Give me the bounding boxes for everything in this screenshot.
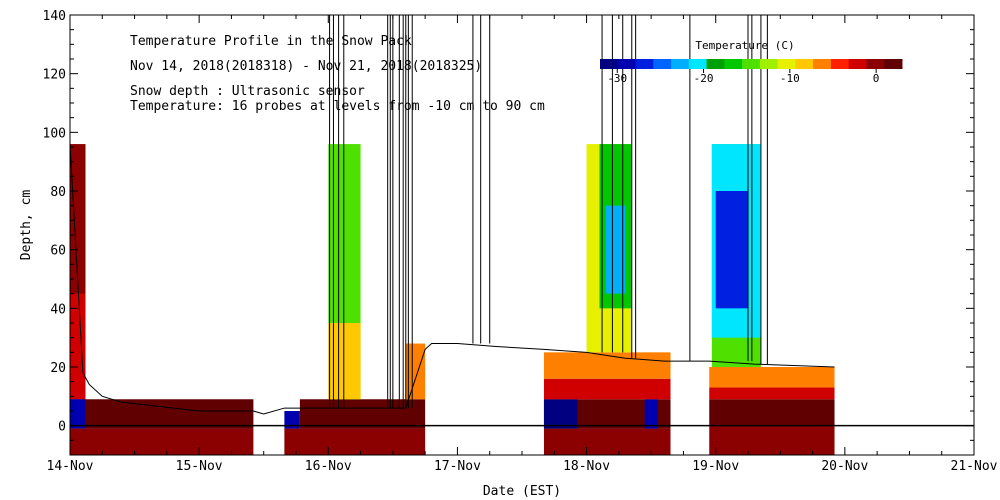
y-tick-label: 0 [58,420,66,435]
temperature-cell-14 [543,399,578,429]
temperature-cell-21 [709,425,835,455]
legend-swatch-9 [759,59,779,69]
x-tick-label: 16-Nov [305,459,352,474]
x-axis-label: Date (EST) [483,484,561,499]
legend-swatch-2 [635,59,654,69]
y-tick-label: 40 [50,302,66,317]
legend-swatch-0 [600,59,619,69]
snow-depth-line [69,144,835,415]
temperature-cell-12 [543,428,671,455]
temperature-cell-4 [70,428,254,455]
legend-tick-label: -10 [780,72,800,85]
temperature-cell-20 [605,205,626,294]
legend-tick-label: -30 [607,72,627,85]
temperature-cell-17 [543,352,671,379]
temperature-cell-16 [543,378,671,400]
legend-swatch-6 [706,59,725,69]
x-tick-label: 17-Nov [434,459,481,474]
legend-swatch-13 [830,59,850,69]
temperature-cell-15 [644,399,658,429]
y-axis-label: Depth, cm [19,190,34,261]
legend-tick-label: 0 [873,72,880,85]
x-tick-label: 20-Nov [821,459,868,474]
legend-swatch-11 [795,59,814,69]
legend-swatch-10 [777,59,796,69]
x-tick-label: 19-Nov [692,459,739,474]
chart-note-1: Snow depth : Ultrasonic sensor [130,84,365,99]
temperature-cell-24 [709,367,835,388]
chart-title: Temperature Profile in the Snow Pack [130,34,412,49]
legend-swatch-3 [653,59,672,69]
y-tick-label: 80 [50,185,66,200]
x-tick-label: 15-Nov [176,459,223,474]
snow-depth-layer [69,15,974,427]
chart-note-2: Temperature: 16 probes at levels from -1… [130,99,545,114]
legend-swatch-7 [724,59,743,69]
temperature-cell-7 [284,411,300,429]
legend-swatch-16 [884,59,903,69]
temperature-cell-11 [405,343,426,400]
y-tick-label: 60 [50,244,66,259]
x-tick-label: 14-Nov [47,459,94,474]
legend-swatch-8 [742,59,761,69]
legend-tick-label: -20 [694,72,714,85]
legend-swatch-5 [688,59,708,69]
y-tick-label: 100 [43,126,66,141]
temperature-cell-3 [70,399,86,429]
plot-frame [69,14,975,456]
legend-swatch-1 [617,59,637,69]
temperature-cell-5 [85,399,254,429]
temperature-cell-22 [709,399,835,426]
legend-swatch-4 [671,59,690,69]
legend-swatch-12 [813,59,832,69]
temperature-cell-6 [284,428,426,455]
x-tick-label: 18-Nov [563,459,610,474]
chart-subtitle: Nov 14, 2018(2018318) - Nov 21, 2018(201… [130,59,482,74]
temperature-cell-23 [709,387,835,400]
legend-title: Temperature (C) [695,39,794,52]
legend-swatch-14 [848,59,867,69]
temperature-cell-8 [299,399,426,429]
y-tick-label: 20 [50,361,66,376]
axes-layer: 14-Nov 15-Nov 16-Nov 17-Nov 18-Nov 19-Nov 20-N… [43,9,998,474]
temperature-cell-2 [70,367,86,400]
temperature-cell-27 [715,191,748,309]
y-tick-label: 120 [43,68,66,83]
heatmap-layer [70,144,835,455]
x-tick-label: 21-Nov [951,459,998,474]
color-legend: -30 -20 -10 0 [600,59,903,85]
temperature-cell-1 [70,293,86,367]
legend-swatch-15 [866,59,885,69]
y-tick-label: 140 [43,9,66,24]
